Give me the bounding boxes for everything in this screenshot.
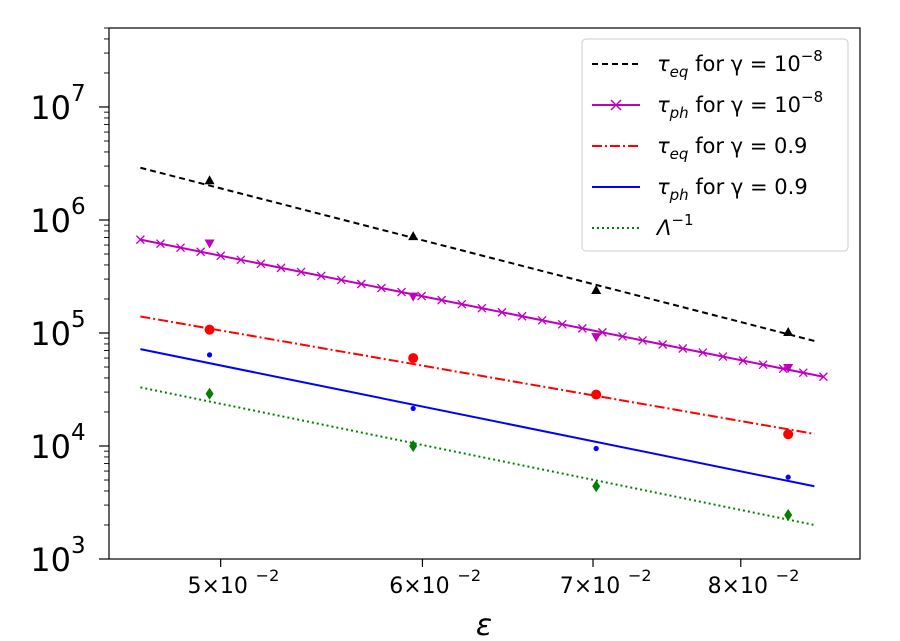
legend-label: τph for γ = 10−8 [657, 88, 823, 122]
y-tick-label: 10 [30, 541, 71, 579]
series-x-marker [135, 235, 145, 245]
series-x-marker [156, 239, 165, 249]
series-x-marker [316, 271, 326, 281]
data-point [591, 285, 602, 295]
series-x-marker [336, 275, 346, 285]
series-x-marker [698, 348, 708, 358]
data-point [204, 324, 215, 335]
y-tick-exponent: 5 [71, 307, 86, 333]
series-x-marker [618, 331, 627, 341]
y-tick-exponent: 3 [71, 533, 86, 559]
y-tick-exponent: 7 [71, 81, 86, 107]
data-point [205, 387, 214, 400]
y-tick-label: 10 [30, 315, 71, 353]
series-x-marker [196, 247, 206, 257]
data-point [783, 429, 794, 440]
series-x-marker [718, 352, 728, 362]
data-point [783, 364, 794, 374]
series-x-marker [356, 279, 366, 289]
data-point [785, 474, 791, 480]
x-tick-exponent: −2 [776, 566, 800, 585]
series-x-marker [256, 259, 266, 269]
series-x-marker [658, 340, 668, 349]
data-point [409, 439, 418, 452]
series-x-marker [577, 323, 587, 333]
data-point [591, 389, 602, 400]
data-point [593, 445, 599, 452]
data-point [410, 405, 416, 412]
x-tick-exponent: −2 [457, 566, 481, 585]
series-x-marker [176, 243, 186, 253]
series-x-marker [537, 315, 547, 325]
legend: τeq for γ = 10−8 τph for γ = 10−8 τeq for … [581, 38, 849, 252]
y-tick-label: 10 [30, 428, 71, 466]
series-x-marker [417, 291, 427, 301]
y-tick-label: 10 [30, 89, 71, 127]
series-line [140, 348, 815, 488]
legend-box [581, 38, 849, 252]
series-x-marker [437, 295, 447, 305]
legend-x-marker [610, 99, 622, 111]
x-tick-exponent: −2 [628, 566, 652, 585]
series-x-marker [497, 307, 507, 317]
legend-label: τeq for γ = 10−8 [657, 47, 823, 81]
data-point [408, 231, 419, 241]
series-x-marker [738, 356, 748, 366]
series-x-marker [517, 311, 527, 321]
series-line [140, 166, 815, 342]
data-point [784, 509, 793, 522]
legend-label: τeq for γ = 0.9 [657, 134, 807, 163]
data-point [408, 353, 419, 364]
legend-label: τph for γ = 0.9 [657, 175, 808, 204]
series-x-marker [296, 267, 306, 277]
data-point [783, 327, 794, 337]
series-x-marker [397, 287, 406, 297]
x-axis-label: ε [476, 608, 492, 641]
x-tick-label: 5×10 [187, 574, 247, 599]
y-tick-label: 10 [30, 202, 71, 240]
data-point [592, 480, 601, 493]
series-x-marker [678, 344, 688, 353]
series-x-marker [758, 360, 768, 370]
series-x-marker [457, 299, 467, 309]
data-point [204, 175, 215, 185]
series-x-marker [216, 251, 226, 261]
series-x-marker [638, 335, 648, 345]
series-x-marker [798, 368, 808, 378]
x-tick-label: 6×10 [389, 574, 449, 599]
y-tick-exponent: 4 [71, 420, 86, 446]
legend-label: Λ−1 [655, 211, 694, 240]
series-x-marker [276, 263, 286, 273]
data-point [408, 292, 419, 302]
series-x-marker [236, 255, 246, 265]
data-point [206, 352, 213, 358]
series-x-marker [477, 303, 487, 313]
y-tick-exponent: 6 [71, 194, 86, 220]
series-x-marker [557, 319, 567, 329]
data-point [204, 239, 215, 249]
x-tick-label: 8×10 [708, 574, 768, 599]
series-line [140, 315, 815, 435]
series-x-marker [376, 283, 386, 293]
x-tick-exponent: −2 [256, 566, 280, 585]
data-point [591, 333, 602, 343]
series-x-marker [818, 372, 828, 382]
x-tick-label: 7×10 [560, 574, 620, 599]
